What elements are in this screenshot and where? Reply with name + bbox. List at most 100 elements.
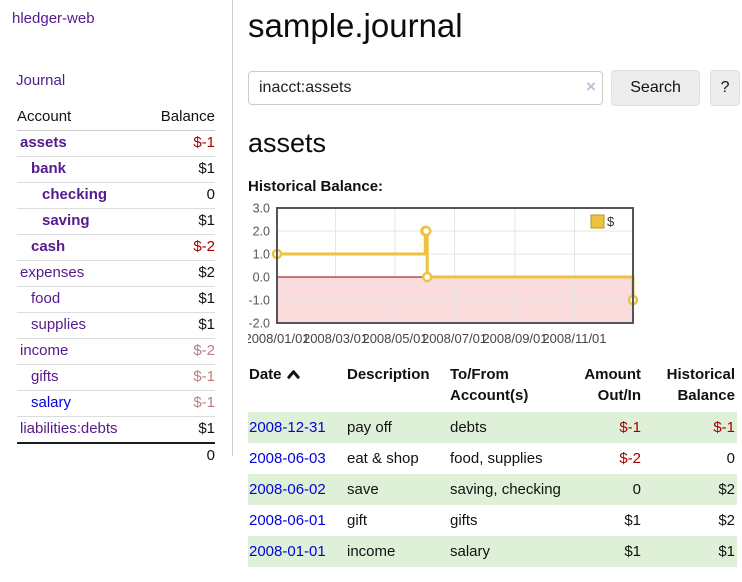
account-row: supplies $1: [17, 312, 215, 339]
sidebar-item-journal[interactable]: Journal: [16, 72, 66, 89]
account-link[interactable]: checking: [42, 186, 108, 203]
account-balance: $-1: [145, 364, 215, 391]
clear-search-icon[interactable]: ×: [586, 77, 596, 96]
transaction-balance: $2: [643, 474, 737, 505]
account-link[interactable]: bank: [31, 160, 67, 177]
account-row: expenses $2: [17, 260, 215, 287]
sort-ascending-icon: [286, 364, 300, 385]
transaction-balance: $2: [718, 512, 735, 529]
transaction-balance: $1: [643, 536, 737, 567]
account-row: gifts $-1: [17, 364, 215, 391]
x-axis-tick-label: 2008/05/01: [362, 331, 427, 346]
account-row: assets $-1: [17, 130, 215, 157]
page-title: sample.journal: [248, 7, 463, 44]
account-balance: $1: [145, 156, 215, 183]
account-balance: 0: [145, 182, 215, 209]
y-axis-tick-label: 3.0: [253, 202, 270, 216]
account-row: saving $1: [17, 208, 215, 235]
account-balance: $2: [145, 260, 215, 287]
accounts-total-value: 0: [145, 442, 215, 469]
transaction-date-link[interactable]: 2008-06-01: [249, 512, 326, 529]
register-header-amount: Amount Out/In: [584, 366, 641, 404]
transaction-accounts: saving, checking: [449, 474, 569, 505]
x-axis-tick-label: 2008/07/01: [422, 331, 487, 346]
y-axis-tick-label: -1.0: [248, 294, 270, 308]
y-axis-tick-label: -2.0: [248, 317, 270, 331]
register-header-description: Description: [347, 366, 430, 383]
account-balance: $-1: [145, 390, 215, 417]
transaction-amount: $1: [569, 536, 643, 567]
account-link[interactable]: food: [31, 290, 61, 307]
transaction-amount: 0: [569, 474, 643, 505]
accounts-total-row: 0: [17, 442, 215, 469]
y-axis-tick-label: 1.0: [253, 248, 270, 262]
transaction-description: eat & shop: [347, 450, 419, 467]
account-link[interactable]: supplies: [31, 316, 87, 333]
chart-data-point: [420, 225, 432, 237]
transaction-date-link[interactable]: 2008-12-31: [249, 419, 326, 436]
transaction-balance: $-1: [643, 412, 737, 443]
chart-data-point: [421, 271, 433, 283]
account-heading: assets: [248, 128, 327, 158]
transaction-date-link[interactable]: 2008-01-01: [249, 543, 326, 560]
account-row: cash $-2: [17, 234, 215, 261]
transaction-description: gift: [347, 512, 368, 529]
historical-balance-chart: $3.0 2.0 1.0 0.0 -1.0 -2.02008/01/012008/03/0…: [248, 202, 639, 346]
search-button[interactable]: Search: [610, 70, 701, 106]
app-brand-link[interactable]: hledger-web: [12, 10, 95, 27]
balance-column-header: Balance: [145, 104, 215, 131]
chart-title: Historical Balance:: [248, 178, 384, 195]
chart-border: [276, 207, 634, 324]
account-balance: $-2: [145, 234, 215, 261]
account-row: food $1: [17, 286, 215, 313]
transaction-amount: $1: [624, 512, 641, 529]
account-link[interactable]: cash: [31, 238, 66, 255]
account-link[interactable]: income: [20, 342, 69, 359]
transaction-balance: 0: [726, 450, 735, 467]
account-link[interactable]: saving: [42, 212, 90, 229]
transaction-description: save: [346, 474, 449, 505]
account-balance: $1: [145, 416, 215, 443]
account-row: income $-2: [17, 338, 215, 365]
account-balance: $1: [145, 312, 215, 339]
account-link[interactable]: salary: [31, 394, 72, 411]
transaction-accounts: debts: [449, 412, 569, 443]
transaction-accounts: gifts: [450, 512, 478, 529]
y-axis-tick-label: 0.0: [253, 271, 270, 285]
account-row: liabilities:debts $1: [17, 416, 215, 443]
account-balance: $-2: [145, 338, 215, 365]
x-axis-tick-label: 2008/09/01: [482, 331, 547, 346]
main-content: sample.journal × Search ? assets Histori…: [248, 0, 740, 567]
search-bar: × Search ?: [248, 70, 740, 106]
account-row: checking 0: [17, 182, 215, 209]
transaction-accounts: salary: [449, 536, 569, 567]
account-link[interactable]: gifts: [31, 368, 59, 385]
register-table: Date Description To/From Account(s) Amou…: [248, 362, 737, 567]
account-row: bank $1: [17, 156, 215, 183]
register-header-date[interactable]: Date: [248, 362, 346, 412]
x-axis-tick-label: 2008/11/01: [542, 331, 606, 346]
x-axis-tick-label: 2008/01/01: [248, 331, 310, 346]
transaction-accounts: food, supplies: [450, 450, 543, 467]
register-header-accounts: To/From Account(s): [450, 366, 529, 404]
account-balance: $-1: [145, 130, 215, 157]
transaction-row: 2008-12-31 pay off debts $-1 $-1: [248, 412, 737, 443]
x-axis-tick-label: 2008/03/01: [303, 331, 368, 346]
account-link[interactable]: liabilities:debts: [20, 420, 118, 437]
account-link[interactable]: assets: [20, 134, 67, 151]
accounts-column-header: Account: [17, 104, 146, 131]
account-balance: $1: [145, 286, 215, 313]
transaction-date-link[interactable]: 2008-06-03: [249, 450, 326, 467]
transaction-description: income: [346, 536, 449, 567]
account-row: salary $-1: [17, 390, 215, 417]
register-header-balance: Historical Balance: [666, 366, 735, 404]
transaction-amount: $-1: [569, 412, 643, 443]
legend-swatch-icon: [590, 214, 605, 229]
account-link[interactable]: expenses: [20, 264, 85, 281]
search-input[interactable]: [248, 71, 603, 105]
transaction-row: 2008-06-03 eat & shop food, supplies $-2 0: [248, 443, 737, 474]
help-button[interactable]: ?: [710, 70, 740, 106]
transaction-date-link[interactable]: 2008-06-02: [249, 481, 326, 498]
transaction-amount: $-2: [619, 450, 641, 467]
transaction-row: 2008-01-01 income salary $1 $1: [248, 536, 737, 567]
